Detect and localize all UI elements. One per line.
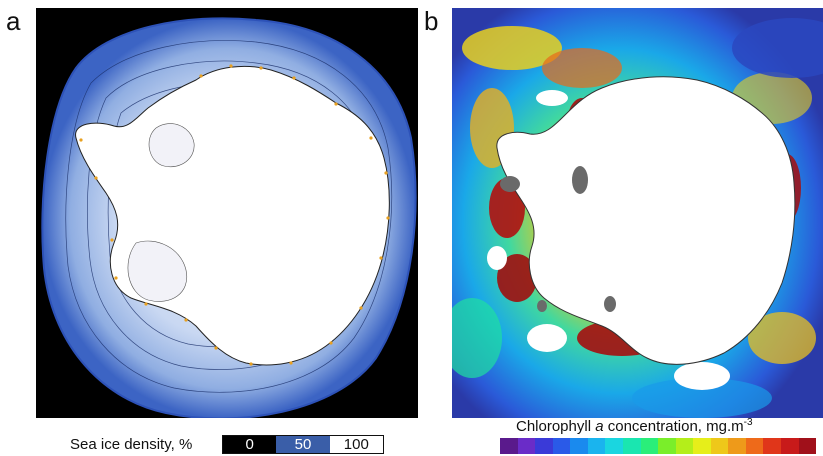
chlorophyll-scale-cell: [658, 438, 676, 454]
chlorophyll-legend-label: Chlorophyll a concentration, mg.m-3: [516, 417, 753, 435]
chlorophyll-scale-cell: [552, 438, 571, 454]
chlorophyll-scale-cell: [517, 438, 536, 454]
coastal-markers: [79, 64, 390, 366]
sea-ice-legend-tick: 0: [223, 436, 277, 453]
chlorophyll-scale-cell: [622, 438, 641, 454]
panel-b-letter: b: [424, 6, 439, 36]
sea-ice-legend-tick: 50: [276, 436, 330, 453]
chlorophyll-scale-cell: [693, 438, 711, 454]
chlorophyll-scale-cell: [535, 438, 553, 454]
ronne-ice-shelf: [148, 123, 195, 168]
sea-ice-legend-bar: 0 50 100: [222, 435, 384, 454]
ice-shelf-markers: [500, 166, 616, 312]
chlorophyll-scale-cell: [763, 438, 781, 454]
chlorophyll-scale-cell: [745, 438, 764, 454]
chlorophyll-label-exponent: -3: [743, 417, 753, 428]
chlorophyll-label-prefix: Chlorophyll: [516, 418, 596, 435]
sea-ice-legend-label: Sea ice density, %: [70, 436, 193, 453]
no-data-areas: [487, 90, 730, 390]
chlorophyll-color-scale: [500, 438, 817, 454]
chlorophyll-scale-cell: [710, 438, 729, 454]
chlorophyll-label-suffix: concentration, mg.m: [603, 418, 744, 435]
panel-a-letter: a: [6, 6, 21, 36]
chlorophyll-scale-cell: [570, 438, 588, 454]
sea-ice-density-map: [36, 8, 418, 418]
chlorophyll-scale-cell: [587, 438, 606, 454]
ross-ice-shelf: [127, 240, 188, 302]
chlorophyll-label-italic: a: [595, 418, 604, 435]
chlorophyll-scale-cell: [728, 438, 746, 454]
chlorophyll-concentration-map: [452, 8, 823, 418]
chlorophyll-scale-cell: [640, 438, 659, 454]
antarctica-landmass: [496, 76, 796, 365]
chlorophyll-scale-cell: [675, 438, 694, 454]
sea-ice-legend-tick: 100: [329, 436, 383, 453]
chlorophyll-scale-cell: [781, 438, 799, 454]
chlorophyll-scale-cell: [500, 438, 518, 454]
chlorophyll-scale-cell: [605, 438, 623, 454]
chlorophyll-scale-cell: [798, 438, 817, 454]
